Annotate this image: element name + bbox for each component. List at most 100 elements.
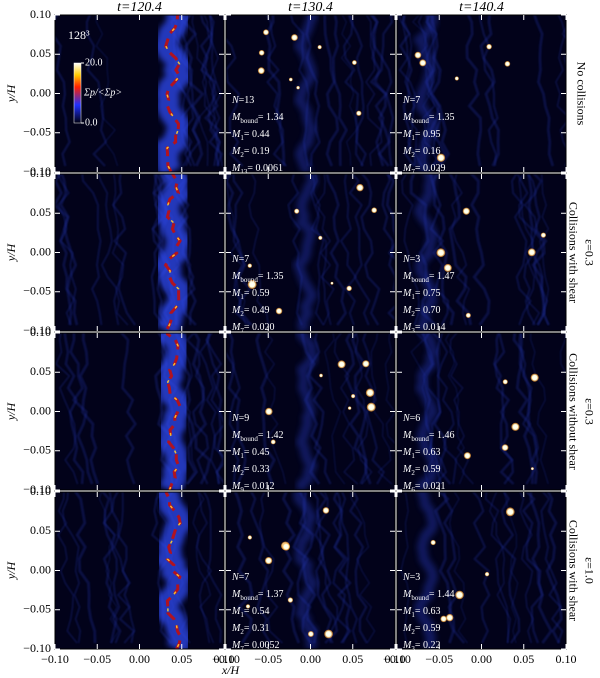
annotation-symbol: N bbox=[402, 413, 411, 424]
streak bbox=[324, 333, 346, 485]
streak bbox=[258, 492, 284, 644]
streak bbox=[516, 174, 536, 326]
x-tick-label: 0.10 bbox=[385, 652, 406, 666]
annotation-symbol: M bbox=[402, 447, 412, 458]
filament-core bbox=[164, 15, 182, 172]
row-label: ε=1.0 bbox=[582, 557, 596, 584]
y-tick-label: 0.00 bbox=[30, 403, 51, 417]
streak bbox=[561, 26, 566, 66]
streak bbox=[521, 492, 544, 644]
annotation-subscript: 1 bbox=[411, 611, 415, 619]
annotation-symbol: M bbox=[231, 447, 241, 458]
row-label: ε=0.3 bbox=[582, 239, 596, 266]
annotation-value: = 0.44 bbox=[244, 129, 270, 140]
annotation: M2= 0.49 bbox=[231, 305, 269, 317]
panel-texture bbox=[55, 174, 197, 331]
annotation-value: = 0.59 bbox=[415, 623, 441, 634]
annotation-symbol: N bbox=[402, 572, 411, 583]
annotation-value: = 0.45 bbox=[244, 447, 270, 458]
annotation-subscript: 9 bbox=[240, 486, 244, 494]
annotation: M2= 0.59 bbox=[402, 623, 440, 635]
streak bbox=[310, 174, 325, 326]
annotation: Mbound= 1.37 bbox=[231, 589, 283, 601]
streak bbox=[348, 492, 368, 644]
streak bbox=[265, 15, 286, 167]
streak bbox=[315, 174, 335, 326]
annotation-value: =3 bbox=[410, 572, 421, 583]
annotation-value: = 0.59 bbox=[244, 288, 270, 299]
clump bbox=[296, 85, 300, 90]
streak bbox=[181, 15, 201, 167]
streak bbox=[533, 15, 555, 167]
annotation: M13= 0.0061 bbox=[231, 163, 283, 175]
streak bbox=[232, 174, 253, 326]
annotation-value: = 1.46 bbox=[429, 430, 455, 441]
annotation-subscript: 3 bbox=[411, 645, 415, 653]
annotation-subscript: 7 bbox=[240, 645, 244, 653]
annotation-symbol: N bbox=[231, 413, 240, 424]
streak bbox=[203, 492, 223, 644]
annotation-symbol: M bbox=[402, 623, 412, 634]
y-tick-label: 0.10 bbox=[30, 484, 51, 498]
clump bbox=[440, 615, 447, 623]
streak bbox=[308, 333, 332, 485]
colorbar-tick-label: 20.0 bbox=[85, 57, 103, 68]
annotation-symbol: M bbox=[231, 146, 241, 157]
clump bbox=[540, 232, 547, 238]
streak bbox=[102, 492, 122, 644]
y-tick-label: 0.00 bbox=[30, 562, 51, 576]
annotation-value: = 0.63 bbox=[415, 606, 441, 617]
clump bbox=[527, 248, 536, 257]
annotation-value: = 0.63 bbox=[415, 447, 441, 458]
streak bbox=[479, 15, 500, 167]
annotation-symbol: M bbox=[231, 589, 241, 600]
clump bbox=[414, 51, 422, 59]
streak bbox=[55, 333, 79, 485]
annotation-subscript: 1 bbox=[240, 293, 244, 301]
panel-texture bbox=[410, 333, 566, 490]
panel-texture bbox=[226, 174, 395, 331]
clump bbox=[502, 379, 508, 385]
y-tick-label: −0.05 bbox=[23, 443, 51, 457]
annotation-subscript: 1 bbox=[240, 611, 244, 619]
clump bbox=[264, 556, 273, 565]
y-tick-label: 0.00 bbox=[30, 85, 51, 99]
annotation-value: = 0.014 bbox=[415, 322, 446, 333]
annotation: M1= 0.63 bbox=[402, 606, 440, 618]
annotation-value: = 0.021 bbox=[415, 481, 446, 492]
annotation-value: = 0.22 bbox=[415, 640, 441, 651]
filament-glow bbox=[293, 15, 319, 172]
streak bbox=[333, 333, 359, 485]
clump bbox=[462, 207, 470, 215]
clump bbox=[287, 597, 294, 603]
streak bbox=[360, 174, 381, 326]
annotation-subscript: 2 bbox=[240, 151, 244, 159]
annotation: Mbound= 1.35 bbox=[402, 112, 454, 124]
annotation-symbol: M bbox=[402, 146, 412, 157]
x-tick-label: 0.05 bbox=[342, 652, 363, 666]
streak bbox=[444, 333, 465, 485]
annotation-subscript: 2 bbox=[240, 310, 244, 318]
annotation: M2= 0.31 bbox=[231, 623, 269, 635]
annotation-subscript: 1 bbox=[240, 452, 244, 460]
clump bbox=[463, 452, 471, 460]
annotation-symbol: M bbox=[402, 640, 412, 651]
streak bbox=[478, 15, 499, 167]
y-tick-label: −0.10 bbox=[23, 482, 51, 496]
annotation-symbol: M bbox=[402, 163, 412, 174]
annotation-symbol: M bbox=[402, 288, 412, 299]
streak bbox=[255, 333, 276, 485]
streak bbox=[59, 174, 78, 326]
clump bbox=[291, 34, 298, 41]
annotation-subscript: 13 bbox=[240, 168, 248, 176]
annotation-symbol: N bbox=[231, 95, 240, 106]
annotation-symbol: M bbox=[231, 640, 241, 651]
clump bbox=[330, 281, 334, 285]
annotation: N=13 bbox=[231, 95, 254, 106]
clump bbox=[504, 61, 511, 67]
annotation-subscript: 7 bbox=[240, 327, 244, 335]
annotation-subscript: 1 bbox=[411, 293, 415, 301]
annotation: N=3 bbox=[402, 254, 420, 265]
streak bbox=[492, 333, 515, 485]
annotation-symbol: M bbox=[402, 589, 412, 600]
